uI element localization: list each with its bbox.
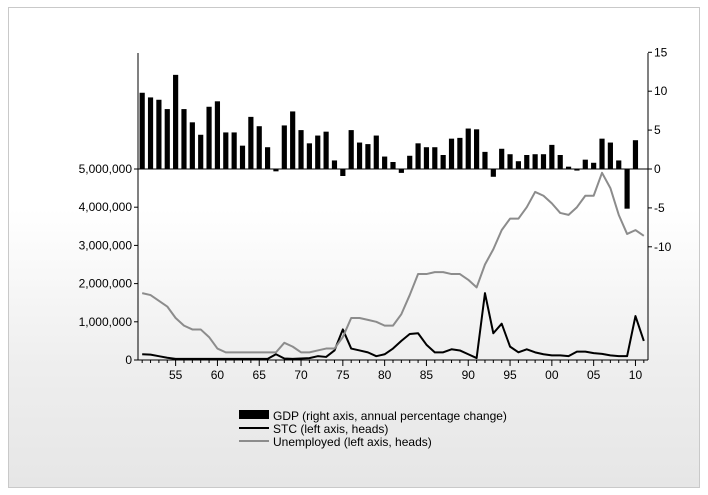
right-axis-tick-label: -5	[654, 201, 665, 215]
gdp-bar	[373, 135, 379, 169]
gdp-bar	[599, 138, 605, 169]
gdp-bar	[507, 154, 513, 169]
gdp-bar	[256, 126, 262, 169]
x-axis-tick-label: 80	[378, 368, 392, 382]
x-axis-tick-label: 85	[420, 368, 434, 382]
x-axis-tick-label: 90	[462, 368, 476, 382]
gdp-bars	[139, 74, 639, 209]
left-axis-tick-label: 1,000,000	[79, 315, 133, 329]
gdp-bar	[524, 155, 530, 169]
unemployed-line	[141, 171, 645, 354]
line-series	[141, 171, 645, 360]
axes: 0 1,000,000 2,000,000 3,000,000 4,000,000 5,0…	[79, 45, 672, 382]
gdp-bar	[348, 130, 354, 169]
gdp-bar	[448, 138, 455, 169]
gdp-bar	[432, 147, 438, 169]
gdp-bar	[607, 142, 613, 169]
gdp-bar	[331, 160, 338, 169]
right-axis-tick-label: -10	[654, 240, 672, 254]
gdp-bar	[139, 92, 145, 169]
left-axis-tick-label: 2,000,000	[79, 277, 133, 291]
x-axis-tick-label: 75	[336, 368, 350, 382]
x-axis-tick-label: 70	[294, 368, 308, 382]
gdp-bar	[557, 155, 563, 169]
gdp-bar	[407, 155, 413, 169]
gdp-bar	[189, 122, 195, 169]
gdp-bar	[415, 143, 421, 169]
legend-label: GDP (right axis, annual percentage chang…	[273, 409, 507, 423]
x-axis-tick-label: 00	[545, 368, 559, 382]
gdp-bar	[574, 169, 580, 171]
right-axis-tick-label: 0	[654, 162, 661, 176]
legend-swatch-gdp	[239, 410, 269, 419]
gdp-bar	[490, 169, 496, 177]
gdp-bar	[198, 134, 204, 169]
x-axis-tick-label: 10	[629, 368, 643, 382]
gdp-bar	[239, 145, 246, 169]
gdp-bar	[306, 143, 312, 169]
gdp-bar	[156, 99, 162, 169]
right-axis-tick-label: 15	[654, 45, 668, 59]
gdp-bar	[457, 137, 463, 169]
left-axis-tick-label: 0	[125, 353, 132, 367]
x-axis-tick-label: 65	[253, 368, 267, 382]
gdp-bar	[440, 155, 446, 169]
gdp-bar	[591, 162, 597, 169]
x-axis-tick-label: 60	[211, 368, 225, 382]
gdp-bar	[323, 131, 329, 169]
gdp-bar	[281, 125, 287, 169]
chart-frame: 0 1,000,000 2,000,000 3,000,000 4,000,000 5,0…	[8, 7, 700, 488]
x-axis-tick-label: 55	[169, 368, 183, 382]
gdp-bar	[340, 169, 346, 176]
gdp-bar	[223, 132, 229, 169]
gdp-bar	[248, 116, 254, 169]
gdp-bar	[206, 106, 212, 169]
right-axis-tick-label: 10	[654, 84, 668, 98]
left-axis-tick-label: 3,000,000	[79, 238, 133, 252]
gdp-bar	[173, 74, 179, 169]
legend: GDP (right axis, annual percentage chang…	[239, 409, 507, 449]
right-axis-tick-label: 5	[654, 123, 661, 137]
gdp-bar	[356, 142, 363, 169]
legend-label: Unemployed (left axis, heads)	[273, 435, 432, 449]
left-axis-tick-label: 4,000,000	[79, 200, 133, 214]
gdp-bar	[398, 169, 404, 173]
gdp-bar	[549, 144, 555, 169]
left-axis-tick-label: 5,000,000	[79, 162, 133, 176]
gdp-bar	[365, 144, 371, 169]
gdp-bar	[540, 154, 547, 169]
gdp-bar	[315, 135, 321, 169]
gdp-bar	[265, 147, 271, 169]
gdp-bar	[382, 156, 388, 169]
stc-line	[142, 292, 645, 360]
gdp-bar	[273, 169, 279, 172]
gdp-bar	[515, 161, 521, 169]
gdp-bar	[390, 162, 396, 169]
gdp-bar	[231, 132, 237, 169]
gdp-bar	[499, 148, 505, 169]
gdp-bar	[214, 101, 221, 169]
gdp-bar	[465, 128, 471, 169]
chart-svg: 0 1,000,000 2,000,000 3,000,000 4,000,000 5,0…	[79, 45, 672, 449]
gdp-bar	[582, 159, 588, 169]
gdp-bar	[147, 97, 154, 169]
x-axis-tick-label: 95	[503, 368, 517, 382]
gdp-bar	[298, 130, 304, 169]
gdp-bar	[632, 140, 639, 169]
legend-label: STC (left axis, heads)	[273, 422, 388, 436]
gdp-bar	[474, 129, 480, 169]
x-axis-tick-label: 05	[587, 368, 601, 382]
gdp-bar	[482, 151, 488, 169]
gdp-bar	[290, 111, 296, 169]
gdp-bar	[624, 169, 630, 209]
gdp-bar	[616, 160, 622, 169]
gdp-bar	[164, 109, 170, 169]
gdp-bar	[181, 109, 187, 169]
gdp-bar	[532, 154, 538, 169]
gdp-bar	[423, 147, 430, 169]
gdp-bar	[565, 166, 572, 169]
